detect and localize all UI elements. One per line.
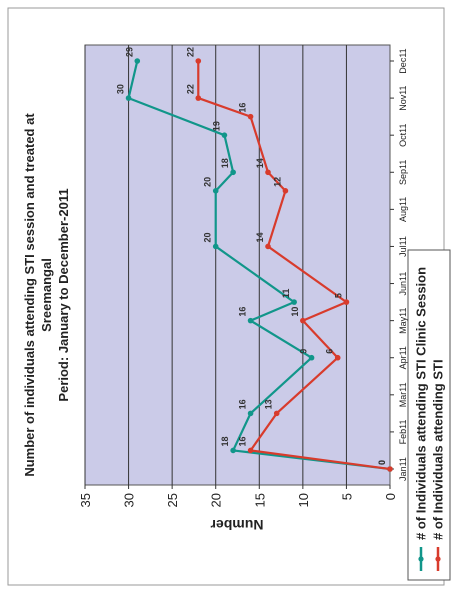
data-label-sti-9: 16 — [238, 103, 248, 113]
point-sti-6 — [265, 243, 271, 250]
data-label-sessions-2: 16 — [238, 399, 248, 409]
data-label-sti-2: 13 — [264, 399, 274, 409]
point-sti-7 — [282, 188, 289, 194]
point-sti-0 — [387, 466, 393, 472]
point-sessions-7 — [212, 188, 219, 194]
data-label-sessions-1: 18 — [220, 436, 230, 446]
data-label-sti-5: 5 — [333, 293, 343, 298]
point-sti-11 — [195, 58, 202, 64]
point-sessions-2 — [247, 410, 254, 417]
data-label-sessions-3: 9 — [299, 349, 309, 354]
point-sessions-5 — [291, 299, 297, 305]
y-tick-label-0: 0 — [383, 493, 398, 500]
point-sti-5 — [343, 299, 350, 305]
x-tick-label-8: Sep11 — [398, 160, 408, 185]
point-sessions-8 — [230, 169, 236, 176]
point-sti-9 — [247, 113, 254, 120]
data-label-sessions-10: 30 — [116, 84, 126, 94]
data-label-sessions-11: 29 — [124, 47, 134, 57]
data-label-sessions-6: 20 — [203, 232, 213, 242]
y-tick-label-4: 20 — [209, 493, 224, 507]
series-line-sti — [197, 61, 391, 471]
legend-label-sti: # of Individuals attending STI — [431, 359, 446, 540]
y-tick-label-5: 25 — [165, 493, 180, 507]
data-label-sti-4: 10 — [290, 307, 300, 317]
series-sti: 0 16 13 6 10 5 14 12 14 16 22 22 — [185, 47, 393, 472]
chart-subtitle: Period: January to December-2011 — [56, 188, 71, 401]
data-label-sessions-9: 19 — [211, 121, 221, 131]
point-sti-1 — [247, 447, 254, 454]
data-label-sti-6: 14 — [255, 232, 265, 242]
data-label-sti-10: 22 — [185, 84, 195, 94]
point-sti-8 — [265, 169, 271, 176]
x-tick-label-4: May11 — [398, 307, 408, 333]
point-sti-2 — [273, 410, 280, 417]
y-tick-label-6: 30 — [122, 493, 137, 507]
data-label-sti-7: 12 — [272, 177, 282, 187]
rotated-chart: Number of individuals attending STI sess… — [22, 44, 451, 581]
x-tick-label-10: Nov11 — [398, 85, 408, 110]
data-label-sessions-0: 0 — [377, 460, 387, 465]
chart-title-line-1: Number of individuals attending STI sess… — [22, 113, 37, 477]
series-layer: 0181691611202018193029016136105141214162… — [116, 47, 393, 472]
point-sessions-11 — [134, 58, 141, 64]
x-tick-label-1: Feb11 — [398, 419, 408, 444]
chart-title-line-2: Sreemangal — [39, 258, 54, 332]
data-label-sessions-7: 20 — [203, 177, 213, 187]
y-tick-label-2: 10 — [296, 493, 311, 507]
legend-box — [407, 249, 451, 581]
data-label-sti-1: 16 — [238, 436, 248, 446]
point-sessions-10 — [125, 95, 132, 101]
point-sessions-3 — [308, 354, 315, 361]
point-sti-10 — [195, 95, 202, 101]
x-tick-label-9: Oct11 — [398, 124, 408, 147]
x-tick-label-3: Apr11 — [398, 346, 408, 369]
data-label-sti-0: 0 — [377, 460, 387, 465]
x-axis-ticks: Jan11 Feb11 Mar11 Apr11 May11 Jun11 Jul11 Aug11… — [390, 48, 408, 481]
point-sessions-9 — [221, 132, 228, 138]
x-tick-label-0: Jan11 — [398, 457, 408, 481]
data-label-sessions-8: 18 — [220, 158, 230, 168]
point-sti-4 — [300, 317, 306, 324]
x-tick-label-6: Jul11 — [398, 236, 408, 257]
point-sessions-6 — [212, 243, 219, 250]
data-label-sessions-4: 16 — [238, 307, 248, 317]
legend: # of Individuals attending STI Clinic Se… — [407, 249, 451, 581]
legend-label-sessions: # of Individuals attending STI Clinic Se… — [414, 267, 429, 540]
y-axis-label: Number — [210, 517, 263, 533]
x-tick-label-5: Jun11 — [398, 272, 408, 296]
y-tick-label-7: 35 — [78, 493, 93, 507]
data-label-sti-11: 22 — [185, 47, 195, 57]
x-tick-label-2: Mar11 — [398, 382, 408, 407]
y-tick-label-1: 5 — [339, 493, 354, 500]
legend-marker-sessions — [418, 556, 424, 562]
data-label-sti-3: 6 — [325, 349, 335, 354]
series-sessions: 0 18 16 9 16 11 20 20 18 19 30 29 — [116, 47, 393, 472]
series-line-sessions — [127, 60, 391, 471]
x-tick-label-7: Aug11 — [398, 197, 408, 222]
y-axis-ticks: 0 5 10 15 20 25 30 35 — [78, 485, 398, 507]
data-label-sessions-5: 11 — [281, 289, 291, 299]
x-tick-label-11: Dec11 — [398, 48, 408, 73]
data-label-sti-8: 14 — [255, 158, 265, 168]
point-sti-3 — [334, 354, 341, 361]
gridlines — [84, 45, 347, 485]
legend-marker-sti — [435, 556, 441, 562]
y-tick-label-3: 15 — [252, 493, 267, 507]
point-sessions-1 — [230, 447, 236, 454]
point-sessions-4 — [247, 317, 254, 324]
